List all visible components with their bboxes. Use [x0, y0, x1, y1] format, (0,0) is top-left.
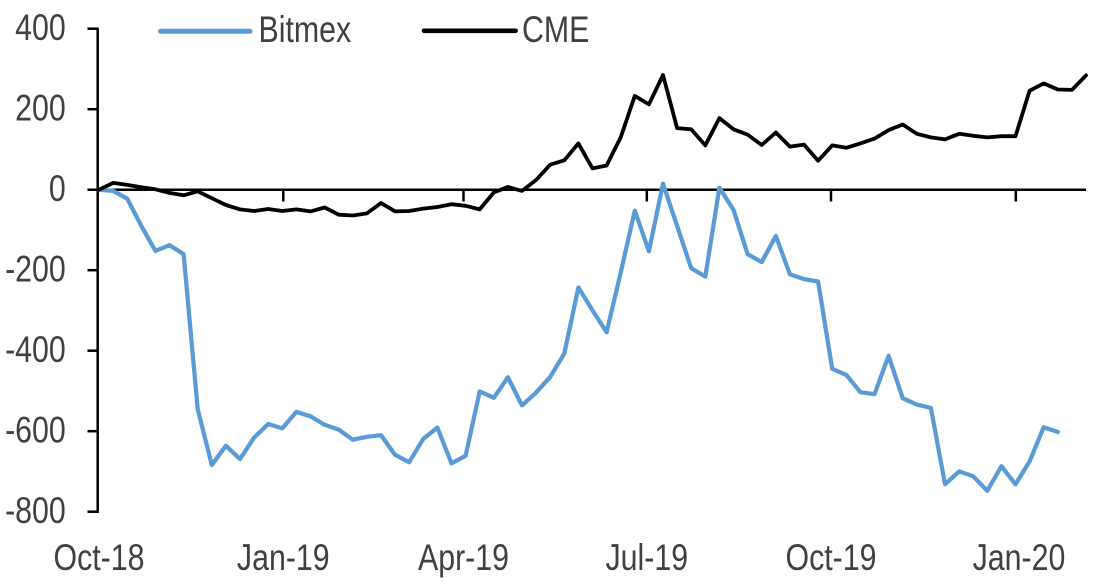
svg-text:400: 400 — [15, 7, 66, 49]
svg-text:0: 0 — [49, 168, 66, 210]
svg-text:200: 200 — [15, 88, 66, 130]
svg-text:Apr-19: Apr-19 — [418, 537, 509, 579]
svg-text:Bitmex: Bitmex — [259, 9, 352, 51]
svg-text:-200: -200 — [5, 249, 66, 291]
svg-text:Jul-19: Jul-19 — [605, 537, 688, 579]
svg-text:-600: -600 — [5, 410, 66, 452]
svg-text:CME: CME — [522, 9, 589, 51]
svg-text:-400: -400 — [5, 329, 66, 371]
svg-text:Jan-19: Jan-19 — [237, 537, 330, 579]
svg-text:Oct-19: Oct-19 — [785, 537, 876, 579]
svg-text:Oct-18: Oct-18 — [53, 537, 144, 579]
svg-text:-800: -800 — [5, 490, 66, 532]
svg-text:Jan-20: Jan-20 — [973, 537, 1066, 579]
